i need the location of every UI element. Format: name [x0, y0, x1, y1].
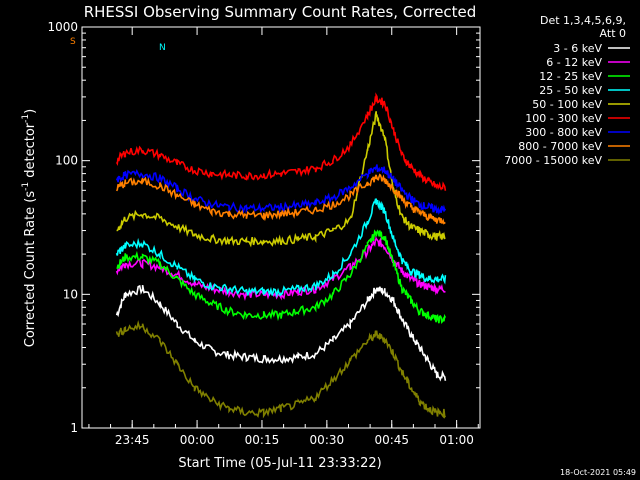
x-axis-label: Start Time (05-Jul-11 23:33:22): [178, 456, 381, 471]
series-line-2: [116, 229, 447, 325]
legend-label-2: 12 - 25 keV: [539, 70, 602, 83]
legend-label-5: 100 - 300 keV: [525, 112, 602, 125]
annotation-n: N: [159, 43, 166, 53]
x-tick-label-4: 00:45: [374, 433, 409, 447]
chart-title: RHESSI Observing Summary Count Rates, Co…: [84, 3, 477, 21]
y-tick-label-1: 10: [63, 287, 78, 301]
series-line-4: [116, 111, 446, 248]
x-tick-label-5: 01:00: [439, 433, 474, 447]
series-line-6: [115, 164, 447, 216]
y-tick-label-0: 1: [70, 421, 78, 435]
legend-label-1: 6 - 12 keV: [546, 56, 602, 69]
series-line-1: [115, 235, 446, 301]
legend-label-7: 800 - 7000 keV: [518, 140, 602, 153]
x-tick-label-0: 23:45: [115, 433, 150, 447]
series-line-7: [115, 173, 446, 225]
series-line-0: [115, 284, 447, 382]
y-axis-label: Corrected Count Rate (s-1 detector-1): [21, 109, 38, 347]
legend-label-6: 300 - 800 keV: [525, 126, 602, 139]
x-tick-label-1: 00:00: [180, 433, 215, 447]
legend-header-1: Att 0: [600, 27, 626, 40]
legend-header-0: Det 1,3,4,5,6,9,: [540, 14, 626, 27]
x-tick-label-2: 00:15: [245, 433, 280, 447]
legend-label-4: 50 - 100 keV: [532, 98, 602, 111]
annotation-s: S: [70, 37, 76, 47]
legend-label-8: 7000 - 15000 keV: [504, 154, 602, 167]
series-line-8: [115, 319, 447, 419]
plot-frame: [81, 26, 481, 429]
y-tick-label-2: 100: [55, 154, 78, 168]
legend-label-3: 25 - 50 keV: [539, 84, 602, 97]
series-line-5: [115, 92, 447, 191]
series-line-3: [115, 198, 447, 299]
footer-timestamp: 18-Oct-2021 05:49: [560, 468, 636, 477]
y-tick-label-3: 1000: [47, 20, 78, 34]
x-tick-label-3: 00:30: [310, 433, 345, 447]
legend-label-0: 3 - 6 keV: [553, 42, 602, 55]
